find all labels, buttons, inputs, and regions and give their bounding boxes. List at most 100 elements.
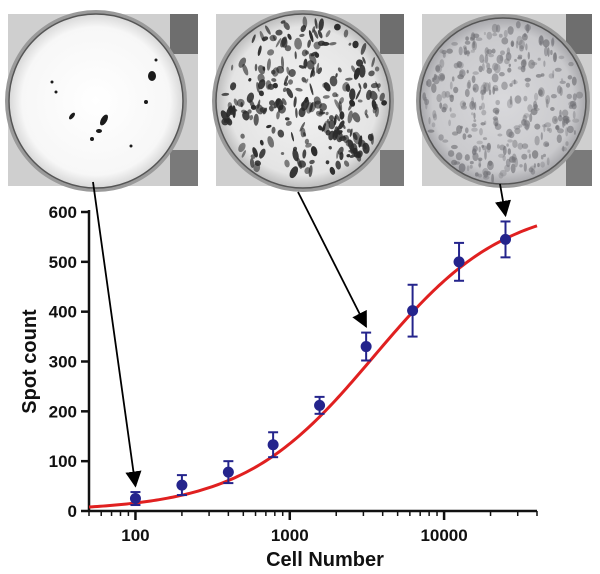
well-image-sparse	[5, 10, 198, 192]
spot	[249, 114, 254, 121]
spot	[576, 91, 583, 99]
spot	[527, 51, 530, 60]
spot	[275, 98, 284, 111]
arrow	[297, 191, 367, 329]
spot	[349, 128, 353, 137]
spot	[456, 125, 463, 134]
spot	[325, 111, 329, 116]
spot	[502, 155, 506, 162]
spot	[507, 148, 511, 155]
spot	[309, 102, 314, 113]
spot	[477, 173, 483, 178]
data-point-marker	[176, 479, 188, 491]
spot	[362, 142, 370, 154]
spot	[432, 113, 438, 121]
spot	[444, 91, 451, 98]
spot	[301, 77, 307, 83]
spot	[538, 89, 543, 96]
spot	[516, 35, 523, 46]
spot	[257, 99, 261, 109]
spot	[289, 166, 299, 179]
spot	[481, 109, 487, 116]
spot	[573, 130, 576, 135]
spot	[288, 69, 296, 77]
spot	[355, 89, 361, 100]
y-axis-title: Spot count	[19, 309, 41, 414]
spot	[447, 150, 455, 157]
spot	[464, 88, 470, 98]
spot	[346, 128, 352, 133]
spot	[229, 106, 234, 115]
spot	[285, 120, 292, 126]
spot	[495, 99, 501, 106]
spot	[426, 79, 432, 88]
data-point-marker	[129, 493, 141, 505]
spot	[542, 124, 547, 128]
spot	[469, 161, 474, 165]
spot	[523, 113, 530, 118]
spot	[518, 124, 523, 128]
spot	[357, 99, 363, 103]
spot	[259, 148, 266, 159]
spot	[507, 139, 513, 143]
data-points	[129, 220, 512, 507]
spot	[552, 52, 557, 63]
spot	[484, 54, 489, 64]
spot	[467, 134, 473, 138]
spot	[318, 18, 324, 32]
spot	[466, 69, 469, 74]
spot	[457, 61, 464, 69]
spot	[240, 133, 245, 139]
spot	[519, 45, 524, 52]
spot	[503, 29, 508, 38]
spot	[465, 127, 469, 134]
spot	[317, 125, 323, 131]
spot	[528, 153, 532, 159]
spot	[551, 38, 555, 47]
spot	[221, 92, 230, 96]
spot	[431, 77, 435, 83]
spot	[509, 95, 513, 106]
spot	[517, 66, 523, 70]
spot	[522, 58, 527, 66]
spot	[554, 52, 557, 61]
spot	[478, 158, 482, 169]
spot	[531, 150, 539, 159]
y-tick-label: 200	[49, 402, 77, 421]
spot	[482, 81, 487, 89]
spot	[302, 149, 307, 159]
spot	[335, 114, 341, 122]
spot	[543, 60, 546, 67]
spot	[254, 160, 261, 167]
spot	[555, 124, 560, 131]
spot	[266, 124, 272, 129]
spot	[241, 150, 246, 158]
spot	[259, 139, 264, 146]
spot	[347, 110, 353, 124]
spot	[466, 81, 471, 90]
spot	[302, 16, 308, 28]
spot	[548, 127, 552, 133]
spot	[436, 94, 443, 103]
spot	[533, 163, 537, 168]
spot	[534, 135, 540, 146]
spot	[360, 42, 367, 55]
spot	[336, 150, 339, 159]
spot	[513, 79, 516, 85]
spot	[248, 78, 252, 82]
spot	[486, 67, 493, 74]
spot	[345, 77, 353, 81]
data-point-marker	[267, 439, 279, 451]
spot	[432, 110, 437, 119]
spot	[524, 24, 531, 32]
spot	[565, 82, 571, 88]
spot	[511, 153, 517, 164]
spot	[514, 127, 521, 135]
spot	[348, 103, 353, 111]
spot	[473, 33, 480, 39]
spot	[294, 37, 303, 50]
spot	[462, 102, 467, 106]
data-point	[453, 241, 465, 282]
spot	[262, 66, 266, 71]
